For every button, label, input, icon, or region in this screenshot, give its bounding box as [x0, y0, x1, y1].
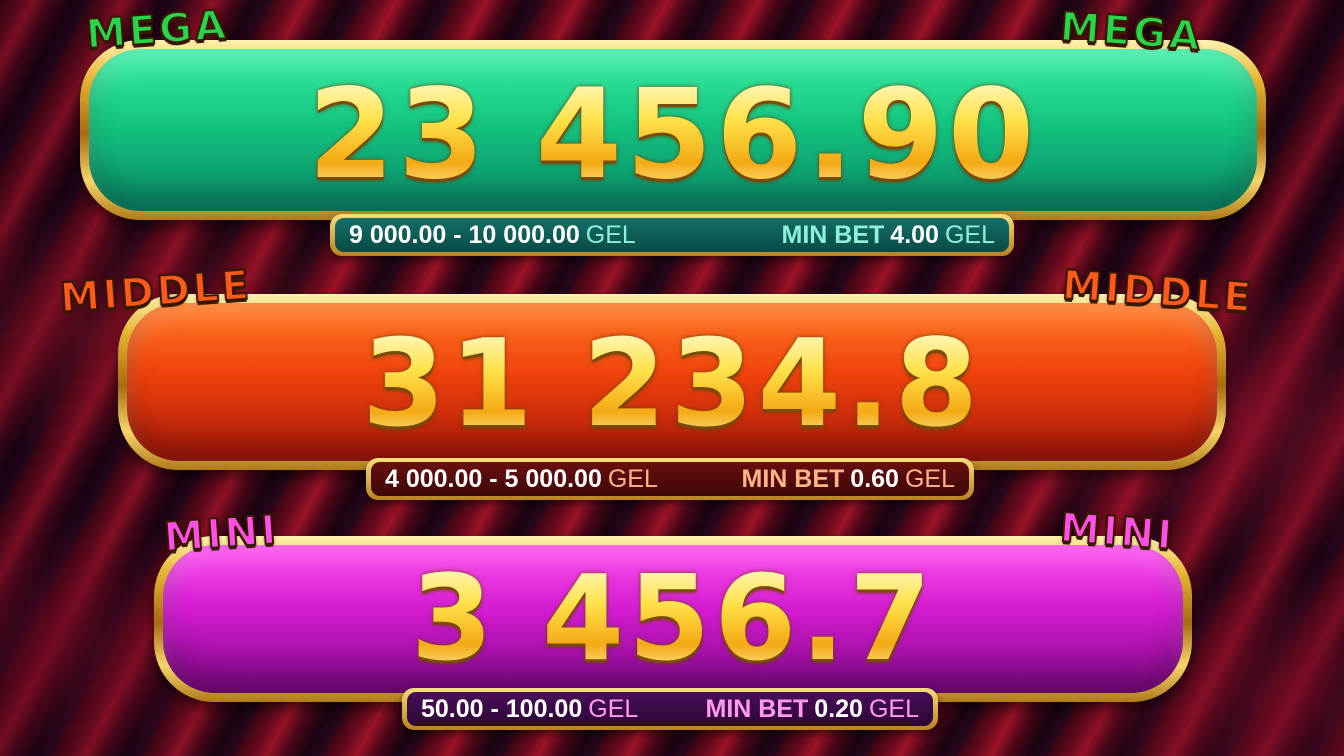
mini-info-bar: 50.00 - 100.00 GEL MIN BET 0.20 GEL	[402, 688, 938, 730]
middle-bar: 31 234.8	[127, 303, 1217, 461]
mega-min-bet: MIN BET 4.00 GEL	[781, 220, 995, 249]
middle-range: 4 000.00 - 5 000.00 GEL	[385, 464, 658, 493]
mini-label-left: MINI	[162, 506, 282, 562]
mega-range: 9 000.00 - 10 000.00 GEL	[349, 220, 636, 249]
mini-label-right: MINI	[1058, 504, 1178, 560]
mega-label-right: MEGA	[1058, 3, 1206, 61]
mini-range: 50.00 - 100.00 GEL	[421, 694, 639, 723]
mini-bar-frame: 3 456.7	[154, 536, 1192, 702]
middle-amount: 31 234.8	[127, 325, 1217, 445]
mega-bar-frame: 23 456.90	[80, 40, 1266, 220]
mini-min-bet: MIN BET 0.20 GEL	[705, 694, 919, 723]
mini-bar: 3 456.7	[163, 545, 1183, 693]
mini-amount: 3 456.7	[163, 559, 1183, 677]
mega-info-bar: 9 000.00 - 10 000.00 GEL MIN BET 4.00 GEL	[330, 214, 1014, 256]
middle-info-bar: 4 000.00 - 5 000.00 GEL MIN BET 0.60 GEL	[366, 458, 974, 500]
mega-amount: 23 456.90	[89, 73, 1257, 197]
mega-label-left: MEGA	[84, 1, 232, 59]
middle-bar-frame: 31 234.8	[118, 294, 1226, 470]
mega-bar: 23 456.90	[89, 49, 1257, 211]
middle-min-bet: MIN BET 0.60 GEL	[741, 464, 955, 493]
